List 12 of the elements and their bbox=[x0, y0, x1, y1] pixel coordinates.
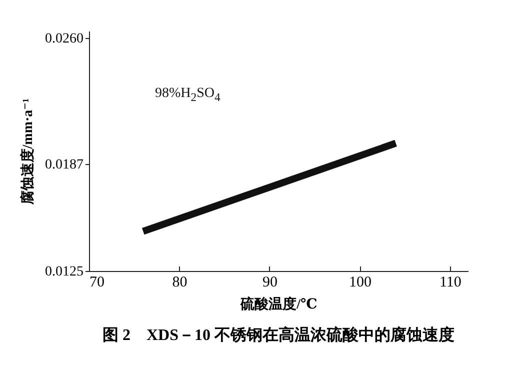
x-tick-label: 90 bbox=[262, 274, 278, 290]
annotation: 98%H$_{2}$SO$_{4}$ bbox=[155, 86, 220, 104]
x-tick-label: 110 bbox=[439, 274, 462, 290]
x-tick-label: 70 bbox=[90, 274, 104, 290]
x-tick-label: 80 bbox=[172, 274, 188, 290]
x-axis-title: 硫酸温度/℃ bbox=[240, 296, 318, 312]
y-tick-label: 0.0260 bbox=[45, 31, 84, 46]
y-tick-label: 0.0187 bbox=[45, 157, 84, 172]
text: 图 2 XDS－10 不锈钢在高温浓硫酸中的腐蚀速度 bbox=[102, 325, 455, 344]
y-tick-label: 0.0125 bbox=[45, 264, 84, 280]
y-axis-title: 腐蚀速度/mm·a⁻¹ bbox=[19, 98, 36, 206]
x-tick-label: 100 bbox=[348, 274, 372, 290]
